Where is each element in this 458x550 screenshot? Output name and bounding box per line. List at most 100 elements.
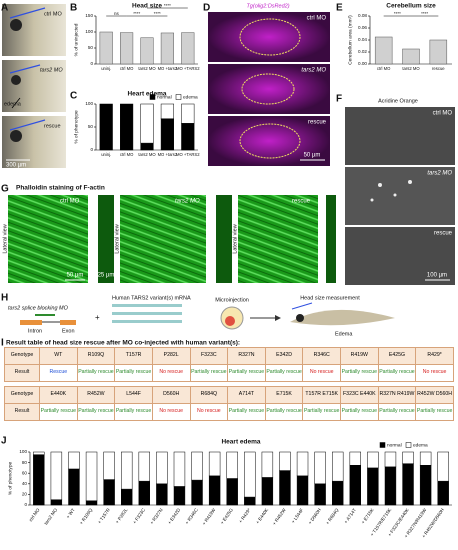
bar-segment [33,451,45,455]
bar-segment [244,496,256,506]
image-label: tars2 MO [301,68,326,74]
table-cell: No rescue [415,364,454,382]
bar-segment [156,483,168,506]
table-cell: F323C [189,347,229,365]
bar-segment [332,480,344,506]
x-tick-label: + E440K [255,507,270,525]
x-tick-label: + R419W [201,507,217,526]
bar-segment [181,123,195,151]
table-block: Genotype WT R109Q T157R P282L F323C R327N E342D… [4,347,454,382]
bar-segment [191,479,203,506]
panel-h-schematic [20,302,395,330]
table-row: Result Partially rescue Partially rescue Pa… [4,403,454,421]
bar-segment [402,463,414,506]
table-cell: Partially rescue [264,364,304,382]
table-cell: E342D [264,347,304,365]
panel-letter: I [1,338,4,349]
x-tick-label: + E715K [360,507,375,525]
bar-segment [68,468,80,506]
bar-segment [140,103,154,144]
bar-segment [437,480,449,506]
panel-letter: H [1,293,8,304]
bar-segment [85,500,98,506]
image-label: ctrl MO [307,16,327,22]
table-cell: Partially rescue [227,403,266,421]
bar [374,36,393,65]
table-cell: R109Q [76,347,116,365]
table-cell: Genotype [4,347,40,365]
bar-segment [85,451,98,502]
bar-segment [314,483,326,506]
view-label: Lateral view [2,224,8,253]
annotation: Edema [335,331,353,337]
view-label: Orthogonal view [320,217,326,261]
y-tick-label: 80 [22,460,28,465]
y-tick-label: 0 [24,502,27,507]
chart-title: Cerebellum size [386,3,436,10]
bar-segment [419,451,432,466]
bar-segment [160,118,174,151]
table-block: Genotype E440K R452W L544F D560H R684Q A714T E7… [4,386,454,421]
schematic-label: tars2 splice blocking MO [8,305,69,311]
bar-segment [437,451,449,482]
x-tick-label: MO +TARS2 [176,152,200,157]
bar-segment [226,451,238,479]
panel-letter: F [336,94,342,105]
chart-title: Heart edema [221,439,260,446]
view-label: Lateral view [232,224,238,253]
y-tick-label: 100 [19,449,27,454]
panel-title: Phalloidin staining of F-actin [16,185,105,192]
table-cell: E440K [39,386,78,404]
y-tick-label: 20 [22,492,28,497]
bar-segment [103,451,115,480]
significance-label: **** [394,11,401,16]
bar-segment [367,467,379,506]
bar-segment [402,451,414,464]
x-tick-label: ctrl MO [120,66,134,71]
schematic-label: Head size measurement [300,295,360,301]
table-cell: Result [4,403,40,421]
bar-segment [121,488,133,506]
bar-segment [296,451,309,477]
bar-segment [226,478,238,506]
x-tick-label: + P282L [115,507,129,524]
x-tick-label: tars2 MO [138,66,156,71]
table-cell: Partially rescue [189,364,229,382]
table-cell: R327N R419W [377,386,417,404]
bar-segment [33,454,45,506]
bar-segment [261,477,274,506]
image-label: rescue [434,231,453,237]
chart-title: Head size [132,3,162,10]
x-tick-label: MO +tars2 [158,152,178,157]
bar-segment [261,451,274,478]
panel-letter: B [70,3,77,14]
bar-segment [279,451,291,471]
bar [429,39,448,65]
bar [99,31,113,65]
bar [140,37,154,65]
significance-label: **** [133,11,140,16]
bar-segment [191,451,203,481]
panel-a-images [2,4,66,168]
table-cell: D560H [151,386,191,404]
x-tick-label: ctrl MO [28,507,41,522]
y-tick-label: 0 [90,147,93,152]
scale-bar-label: 50 µm [67,273,84,279]
bar-segment [384,451,397,468]
bar-segment [349,451,361,466]
table-cell: Partially rescue [39,403,78,421]
panel-letter: G [1,184,9,195]
panel-g-images [8,195,336,283]
table-cell: No rescue [151,364,191,382]
image-label: rescue [308,120,327,126]
image-label: tars2 MO [427,171,452,177]
y-tick-label: 0.02 [358,49,367,54]
result-table: Genotype WT R109Q T157R P282L F323C R327N E342D… [4,347,454,425]
table-row: Genotype WT R109Q T157R P282L F323C R327N E342D… [4,347,454,365]
bar-segment [121,451,133,490]
legend-label: edema [183,94,198,100]
bar-segment [384,466,397,506]
table-cell: T157R [114,347,153,365]
y-tick-label: 0.04 [358,37,367,42]
